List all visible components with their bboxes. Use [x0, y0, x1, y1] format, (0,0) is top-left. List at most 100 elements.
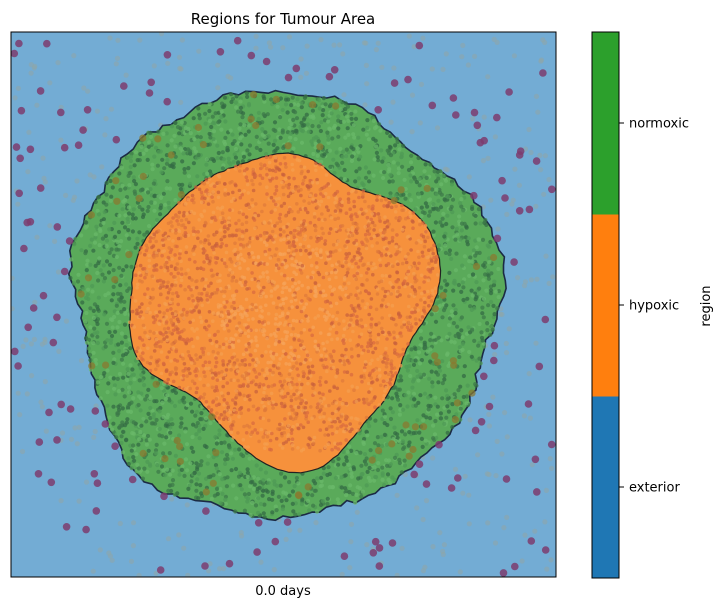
hypoxic-cell	[222, 294, 226, 299]
hypoxic-cell	[148, 361, 152, 366]
normoxic-cell	[262, 99, 267, 104]
normoxic-cell	[375, 155, 380, 160]
hypoxic-cell	[159, 339, 164, 344]
hypoxic-cell	[212, 215, 217, 220]
exterior-cell	[32, 63, 38, 69]
hypoxic-cell	[313, 281, 318, 286]
normoxic-cell	[223, 135, 228, 140]
hypoxic-cell	[385, 204, 390, 209]
hypoxic-cell	[186, 268, 190, 272]
normoxic-cell	[356, 176, 361, 181]
normoxic-cell	[101, 217, 106, 222]
hypoxic-cell	[394, 371, 398, 375]
hypoxic-cell	[345, 325, 349, 329]
hypoxic-cell	[371, 350, 375, 355]
normoxic-cell	[366, 137, 371, 142]
hypoxic-cell	[281, 395, 285, 400]
normoxic-cell	[88, 358, 93, 363]
normoxic-cell	[202, 443, 207, 448]
exterior-cell	[283, 536, 289, 543]
hypoxic-cell	[278, 219, 283, 224]
normoxic-cell	[111, 292, 116, 297]
hypoxic-cell	[356, 343, 361, 347]
hypoxic-cell	[318, 408, 323, 412]
hypoxic-cell	[380, 273, 385, 278]
hypoxic-cell	[413, 317, 418, 321]
normoxic-cell	[496, 266, 501, 272]
hypoxic-cell	[389, 359, 394, 363]
hypoxic-cell	[373, 265, 378, 270]
hypoxic-cell	[171, 291, 175, 296]
normoxic-cell	[98, 268, 103, 273]
hypoxic-cell	[244, 175, 249, 179]
normoxic-cell	[396, 171, 401, 176]
normoxic-cell	[225, 148, 230, 153]
normoxic-cell	[402, 445, 407, 450]
normoxic-cell	[464, 394, 469, 399]
normoxic-cell	[256, 116, 261, 122]
normoxic-cell	[160, 400, 165, 405]
normoxic-cell	[459, 204, 464, 209]
normoxic-cell	[148, 130, 153, 135]
normoxic-cell	[248, 484, 253, 489]
normoxic-cell	[487, 260, 492, 265]
normoxic-cell	[114, 247, 119, 252]
exterior-cell	[481, 114, 487, 120]
hypoxic-cell	[293, 298, 298, 302]
exterior-cell	[538, 167, 544, 173]
normoxic-cell	[311, 478, 316, 483]
exterior-cell	[70, 197, 76, 203]
hypoxic-cell	[251, 317, 255, 321]
normoxic-cell	[240, 115, 245, 120]
hypoxic-cell	[435, 273, 440, 277]
hypoxic-cell	[395, 335, 400, 339]
hypoxic-cell	[320, 358, 324, 362]
normoxic-cell	[88, 243, 93, 248]
normoxic-cell	[488, 288, 494, 293]
exterior-cell	[527, 415, 534, 421]
normoxic-cell	[433, 395, 438, 400]
hypoxic-cell	[150, 274, 155, 279]
normoxic-cell	[384, 442, 389, 447]
normoxic-cell	[408, 373, 413, 379]
hypoxic-cell	[398, 293, 402, 297]
hypoxic-cell	[369, 387, 373, 391]
hypoxic-cell	[141, 351, 145, 355]
normoxic-cell	[175, 491, 180, 496]
hypoxic-cell	[375, 194, 379, 199]
normoxic-cell	[115, 291, 120, 296]
hypoxic-cell	[323, 191, 328, 196]
normoxic-cell	[116, 389, 122, 394]
exterior-cell	[58, 104, 64, 110]
normoxic-cell	[361, 440, 366, 445]
hypoxic-cell	[203, 325, 207, 330]
hypoxic-cell	[243, 358, 247, 362]
normoxic-cell	[149, 134, 154, 139]
hypoxic-cell	[265, 192, 269, 196]
exterior-cell	[83, 479, 90, 485]
hypoxic-cell	[208, 338, 213, 343]
normoxic-cell	[452, 392, 457, 397]
hypoxic-cell	[276, 327, 281, 332]
normoxic-cell	[385, 422, 390, 428]
hypoxic-cell	[344, 438, 349, 442]
normoxic-cell	[386, 477, 391, 482]
hypoxic-cell	[299, 309, 304, 314]
normoxic-cell	[413, 358, 418, 363]
hypoxic-cell	[254, 363, 258, 368]
normoxic-cell	[173, 198, 178, 203]
hypoxic-cell	[400, 227, 405, 232]
normoxic-cell	[377, 122, 382, 127]
hypoxic-cell	[197, 291, 201, 296]
hypoxic-cell	[166, 290, 171, 295]
hypoxic-cell	[288, 368, 293, 373]
normoxic-cell	[496, 295, 501, 300]
normoxic-cell	[228, 128, 233, 133]
hypoxic-cell	[251, 404, 256, 409]
hypoxic-cell	[194, 305, 198, 309]
normoxic-cell	[396, 378, 402, 383]
hypoxic-cell	[386, 372, 391, 377]
hypoxic-cell	[313, 316, 318, 320]
hypoxic-cell	[199, 240, 203, 244]
hypoxic-cell	[258, 173, 263, 178]
